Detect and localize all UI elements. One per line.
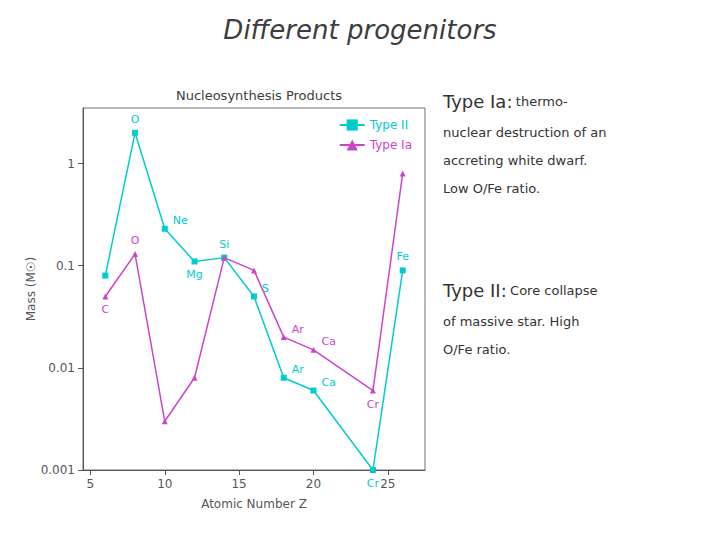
- svg-text:25: 25: [380, 477, 395, 491]
- svg-text:Si: Si: [219, 238, 229, 251]
- svg-text:0.1: 0.1: [56, 259, 75, 273]
- svg-text:Ca: Ca: [321, 376, 335, 389]
- svg-text:S: S: [262, 282, 269, 295]
- svg-text:thermo-: thermo-: [516, 94, 568, 109]
- svg-text:Type II: Type II: [369, 118, 408, 132]
- svg-text:Ne: Ne: [173, 214, 188, 227]
- svg-text:Ar: Ar: [292, 323, 305, 336]
- svg-text:1: 1: [67, 157, 75, 171]
- svg-text:O: O: [131, 234, 140, 247]
- svg-text:O: O: [131, 113, 140, 126]
- svg-text:C: C: [101, 303, 109, 316]
- svg-text:Fe: Fe: [396, 250, 409, 263]
- svg-text:Core collapse: Core collapse: [510, 283, 598, 298]
- svg-text:20: 20: [306, 477, 321, 491]
- svg-text:5: 5: [87, 477, 95, 491]
- svg-text:accreting white dwarf.: accreting white dwarf.: [443, 153, 587, 168]
- svg-text:Mass (M☉): Mass (M☉): [24, 257, 38, 322]
- svg-text:Cr: Cr: [367, 477, 380, 490]
- svg-text:0.001: 0.001: [41, 463, 75, 477]
- svg-text:Low O/Fe ratio.: Low O/Fe ratio.: [443, 181, 540, 196]
- svg-text:nuclear destruction of an: nuclear destruction of an: [443, 125, 606, 140]
- svg-text:Cr: Cr: [367, 398, 380, 411]
- svg-text:10: 10: [157, 477, 172, 491]
- svg-text:15: 15: [231, 477, 246, 491]
- svg-text:Ca: Ca: [321, 335, 335, 348]
- svg-text:Type Ia: Type Ia: [369, 138, 412, 152]
- svg-text:Ar: Ar: [292, 363, 305, 376]
- svg-text:Nucleosynthesis Products: Nucleosynthesis Products: [176, 88, 342, 103]
- svg-text:0.01: 0.01: [48, 361, 75, 375]
- svg-text:Atomic Number Z: Atomic Number Z: [201, 497, 307, 511]
- svg-text:Type II:: Type II:: [442, 280, 507, 301]
- svg-text:Different progenitors: Different progenitors: [223, 15, 496, 45]
- svg-text:of massive star. High: of massive star. High: [443, 314, 579, 329]
- svg-text:O/Fe ratio.: O/Fe ratio.: [443, 342, 510, 357]
- svg-text:Type Ia:: Type Ia:: [442, 91, 512, 112]
- svg-text:Mg: Mg: [186, 268, 202, 281]
